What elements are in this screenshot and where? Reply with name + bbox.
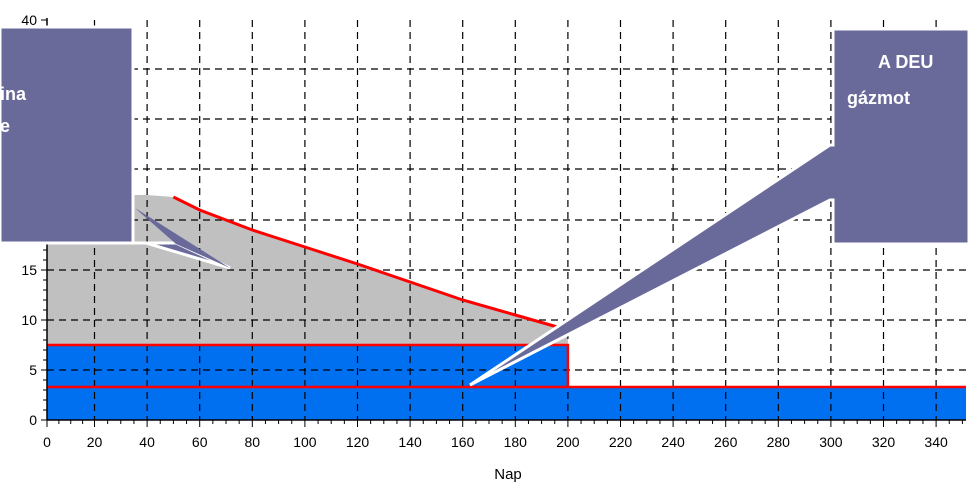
right-callout: A DEU gázmot [469,27,969,387]
x-tick-label-180: 180 [504,434,528,450]
x-tick-label-80: 80 [245,434,261,450]
left-callout-line-2: e [0,116,10,136]
x-tick-label-140: 140 [398,434,422,450]
left-callout-pointer [135,208,230,268]
left-callout-line-1: ina [0,84,27,104]
x-tick-label-120: 120 [346,434,370,450]
x-axis-title: Nap [494,466,522,483]
y-tick-label-0: 0 [29,412,37,428]
y-tick-label-10: 10 [21,312,37,328]
gray-area-top-line [172,195,569,332]
x-tick-label-160: 160 [451,434,475,450]
x-tick-label-20: 20 [87,434,103,450]
x-tick-label-220: 220 [609,434,633,450]
y-tick-label-40: 40 [21,12,37,28]
right-callout-line-1: A DEU [878,52,933,72]
gray-area [47,195,568,345]
blue-area-upper-line [47,343,570,387]
chart-lines [47,195,966,389]
left-callout: ina e [0,25,231,270]
x-tick-label-100: 100 [293,434,317,450]
x-tick-label-280: 280 [767,434,791,450]
x-tick-label-200: 200 [556,434,580,450]
y-tick-label-15: 15 [21,262,37,278]
x-tick-label-60: 60 [192,434,208,450]
chart-tick-labels: 0 20 40 60 80 100 120 140 160 180 200 220 240 260 280 3… [21,12,948,450]
x-tick-label-300: 300 [819,434,843,450]
blue-area-baseline [47,387,966,420]
x-tick-label-0: 0 [43,434,51,450]
x-tick-label-320: 320 [872,434,896,450]
x-tick-label-40: 40 [139,434,155,450]
y-tick-label-5: 5 [29,362,37,378]
x-tick-label-240: 240 [661,434,685,450]
right-callout-line-2: gázmot [847,88,910,108]
x-tick-label-260: 260 [714,434,738,450]
x-tick-label-340: 340 [924,434,948,450]
